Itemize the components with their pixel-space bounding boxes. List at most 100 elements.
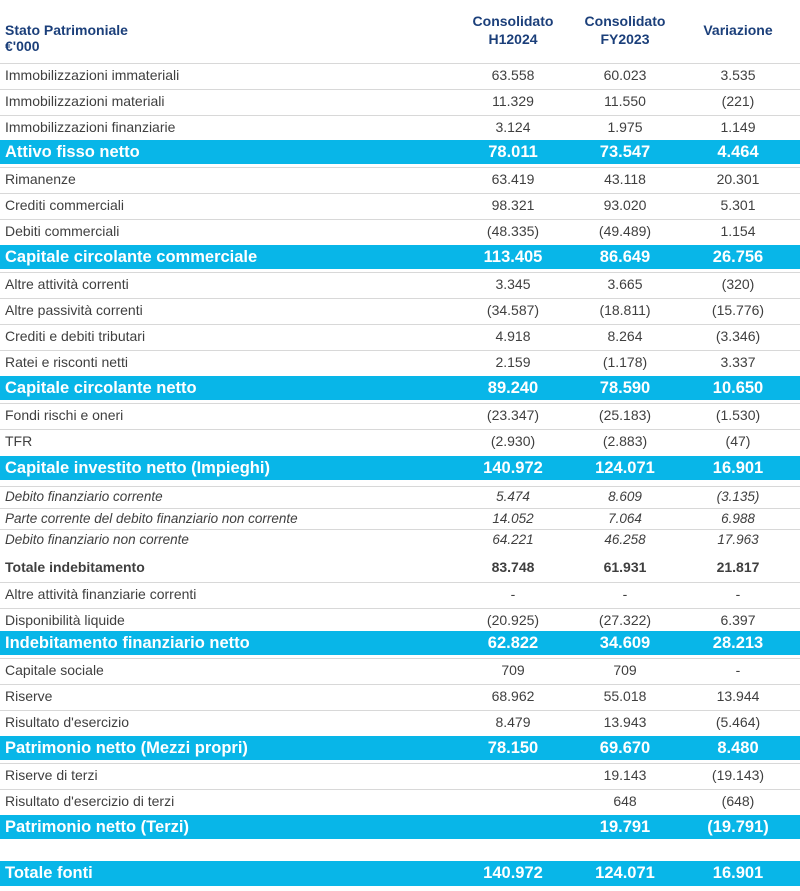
cell-variazione: 20.301 xyxy=(716,171,760,187)
cell-fy2023: 3.665 xyxy=(607,276,643,292)
cell-variazione: 21.817 xyxy=(716,559,760,575)
row-divider xyxy=(0,350,800,351)
table-row: Riserve 68.962 55.018 13.944 xyxy=(0,685,800,707)
table-row: Capitale sociale 709 709 - xyxy=(0,659,800,681)
table-row: Crediti commerciali 98.321 93.020 5.301 xyxy=(0,194,800,216)
row-label: Debito finanziario non corrente xyxy=(5,532,189,547)
cell-fy2023: 11.550 xyxy=(604,93,646,109)
cell-h12024: (34.587) xyxy=(486,302,540,318)
cell-variazione: (221) xyxy=(721,93,755,109)
row-label: Capitale circolante netto xyxy=(5,379,197,397)
cell-h12024: 709 xyxy=(501,662,525,678)
cell-h12024: 83.748 xyxy=(491,559,535,575)
row-label: Capitale circolante commerciale xyxy=(5,248,258,266)
table-row-total: Capitale circolante netto 89.240 78.590 10.… xyxy=(0,376,800,400)
row-label: Rimanenze xyxy=(5,171,76,187)
column-header-variazione: Variazione xyxy=(703,22,773,38)
cell-fy2023: 124.071 xyxy=(595,459,655,477)
cell-fy2023: 8.264 xyxy=(607,328,643,344)
cell-variazione: 4.464 xyxy=(717,143,759,161)
row-label: Disponibilità liquide xyxy=(5,612,125,628)
row-label: Patrimonio netto (Mezzi propri) xyxy=(5,739,248,757)
cell-fy2023: 73.547 xyxy=(599,143,651,161)
row-label: Capitale investito netto (Impieghi) xyxy=(5,459,270,477)
cell-variazione: (19.143) xyxy=(711,767,765,783)
table-row: Disponibilità liquide (20.925) (27.322) 6.3… xyxy=(0,609,800,631)
cell-fy2023: 34.609 xyxy=(599,634,651,652)
cell-variazione: 13.944 xyxy=(716,688,760,704)
cell-variazione: 3.535 xyxy=(720,67,756,83)
table-row: Altre attività finanziarie correnti - - - xyxy=(0,583,800,605)
row-label: Capitale sociale xyxy=(5,662,104,678)
row-divider xyxy=(0,529,800,530)
row-label: Risultato d'esercizio xyxy=(5,714,130,730)
table-header: Stato Patrimoniale €'000 Consolidato H120… xyxy=(0,0,800,62)
table-row-total: Totale fonti 140.972 124.071 16.901 xyxy=(0,861,800,886)
cell-fy2023: 19.143 xyxy=(603,767,647,783)
cell-fy2023: 19.791 xyxy=(599,818,651,836)
cell-fy2023: 709 xyxy=(613,662,637,678)
cell-h12024: 78.011 xyxy=(488,143,538,161)
cell-variazione: 6.988 xyxy=(721,511,755,526)
table-row: Riserve di terzi 19.143 (19.143) xyxy=(0,764,800,786)
row-divider xyxy=(0,272,800,273)
table-row: Debito finanziario corrente 5.474 8.609 (3.… xyxy=(0,487,800,507)
cell-fy2023: 13.943 xyxy=(603,714,647,730)
cell-fy2023: (25.183) xyxy=(598,407,652,423)
table-row: Fondi rischi e oneri (23.347) (25.183) (1.5… xyxy=(0,404,800,426)
row-divider xyxy=(0,429,800,430)
cell-h12024: 140.972 xyxy=(483,459,543,477)
table-row-total: Capitale circolante commerciale 113.405 86… xyxy=(0,245,800,269)
row-label: Totale indebitamento xyxy=(5,559,145,575)
cell-variazione: 5.301 xyxy=(720,197,756,213)
cell-fy2023: (18.811) xyxy=(599,302,651,318)
row-divider xyxy=(0,658,800,659)
cell-variazione: (47) xyxy=(725,433,751,449)
table-row: Rimanenze 63.419 43.118 20.301 xyxy=(0,168,800,190)
row-divider xyxy=(0,684,800,685)
row-divider xyxy=(0,89,800,90)
cell-fy2023: (49.489) xyxy=(598,223,652,239)
table-row: Risultato d'esercizio 8.479 13.943 (5.464) xyxy=(0,711,800,733)
cell-fy2023: 124.071 xyxy=(595,864,655,882)
table-unit: €'000 xyxy=(5,38,40,54)
table-row-total: Patrimonio netto (Terzi) 19.791 (19.791) xyxy=(0,815,800,839)
row-divider xyxy=(0,298,800,299)
cell-variazione: 16.901 xyxy=(712,864,764,882)
cell-fy2023: 43.118 xyxy=(604,171,646,187)
table-row: Immobilizzazioni finanziarie 3.124 1.975 1.… xyxy=(0,116,800,138)
row-label: Immobilizzazioni materiali xyxy=(5,93,165,109)
cell-fy2023: 1.975 xyxy=(607,119,643,135)
row-label: Crediti e debiti tributari xyxy=(5,328,146,344)
cell-h12024: 63.419 xyxy=(491,171,535,187)
table-row: Altre attività correnti 3.345 3.665 (320) xyxy=(0,273,800,295)
cell-variazione: (3.135) xyxy=(716,489,760,504)
table-row: Debiti commerciali (48.335) (49.489) 1.154 xyxy=(0,220,800,242)
row-label: Riserve xyxy=(5,688,53,704)
table-row: Parte corrente del debito finanziario no… xyxy=(0,509,800,529)
cell-h12024: 98.321 xyxy=(491,197,535,213)
row-label: Immobilizzazioni immateriali xyxy=(5,67,180,83)
row-divider xyxy=(0,324,800,325)
row-label: Ratei e risconti netti xyxy=(5,354,128,370)
row-divider xyxy=(0,115,800,116)
cell-fy2023: - xyxy=(622,586,628,602)
cell-fy2023: 46.258 xyxy=(604,532,646,547)
cell-variazione: (19.791) xyxy=(707,818,769,836)
cell-fy2023: 8.609 xyxy=(608,489,642,504)
table-row: Ratei e risconti netti 2.159 (1.178) 3.337 xyxy=(0,351,800,373)
cell-h12024: 62.822 xyxy=(487,634,539,652)
row-label: Indebitamento finanziario netto xyxy=(5,634,250,652)
cell-variazione: 1.154 xyxy=(720,223,756,239)
row-divider xyxy=(0,710,800,711)
cell-variazione: (648) xyxy=(721,793,755,809)
row-divider xyxy=(0,508,800,509)
row-divider xyxy=(0,582,800,583)
cell-h12024: (2.930) xyxy=(490,433,536,449)
cell-fy2023: 55.018 xyxy=(603,688,647,704)
cell-variazione: 17.963 xyxy=(717,532,759,547)
row-divider xyxy=(0,789,800,790)
cell-h12024: 78.150 xyxy=(487,739,539,757)
cell-fy2023: 60.023 xyxy=(603,67,647,83)
table-row-total: Attivo fisso netto 78.011 73.547 4.464 xyxy=(0,140,800,164)
